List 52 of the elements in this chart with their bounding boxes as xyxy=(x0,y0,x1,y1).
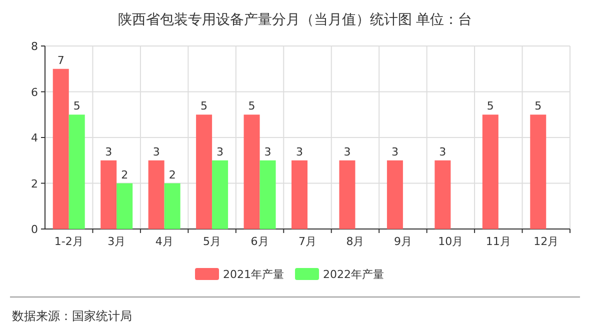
bar xyxy=(116,183,133,229)
x-tick-label: 7月 xyxy=(298,235,316,248)
x-tick-label: 4月 xyxy=(155,235,174,248)
bar xyxy=(292,160,308,229)
data-label: 2 xyxy=(168,168,176,182)
source-note: 数据来源：国家统计局 xyxy=(12,309,132,323)
x-tick-label: 8月 xyxy=(346,235,364,248)
y-tick-label: 2 xyxy=(31,177,38,190)
bar xyxy=(244,114,260,229)
legend-label: 2021年产量 xyxy=(223,268,284,281)
bar xyxy=(260,160,276,229)
data-label: 2 xyxy=(121,168,128,182)
data-label: 3 xyxy=(216,145,224,158)
bar xyxy=(212,160,228,229)
data-label: 5 xyxy=(200,100,208,113)
y-tick-label: 6 xyxy=(31,86,38,99)
x-tick-label: 11月 xyxy=(486,235,511,248)
bar xyxy=(100,160,117,229)
data-label: 3 xyxy=(105,145,112,158)
data-label: 3 xyxy=(264,145,272,158)
data-label: 3 xyxy=(152,145,160,158)
data-label: 3 xyxy=(344,145,351,158)
bar xyxy=(482,114,498,229)
y-tick-label: 4 xyxy=(31,132,38,144)
legend-label: 2022年产量 xyxy=(323,268,384,281)
data-label: 5 xyxy=(486,100,494,113)
bar xyxy=(52,68,69,229)
x-tick-label: 10月 xyxy=(438,235,464,248)
x-tick-label: 6月 xyxy=(250,235,269,248)
data-label: 5 xyxy=(248,100,256,113)
bar xyxy=(339,160,356,229)
x-tick-label: 5月 xyxy=(203,235,222,248)
y-tick-label: 8 xyxy=(31,40,38,53)
x-tick-label: 3月 xyxy=(108,235,126,248)
bar xyxy=(68,114,85,229)
x-tick-label: 1-2月 xyxy=(54,235,84,248)
bar xyxy=(164,183,180,229)
x-tick-label: 12月 xyxy=(534,235,559,248)
data-label: 3 xyxy=(439,145,446,158)
bar xyxy=(386,160,403,229)
bar xyxy=(434,160,451,229)
bar xyxy=(196,114,212,229)
data-label: 7 xyxy=(57,54,64,67)
data-label: 5 xyxy=(534,100,542,113)
data-label: 5 xyxy=(73,100,80,113)
y-tick-label: 0 xyxy=(31,223,38,236)
chart-title: 陕西省包装专用设备产量分月（当月值）统计图 单位：台 xyxy=(118,12,472,28)
data-label: 3 xyxy=(391,145,398,158)
data-label: 3 xyxy=(296,145,303,158)
bar xyxy=(530,114,546,229)
bar xyxy=(148,160,164,229)
x-tick-label: 9月 xyxy=(394,235,412,248)
